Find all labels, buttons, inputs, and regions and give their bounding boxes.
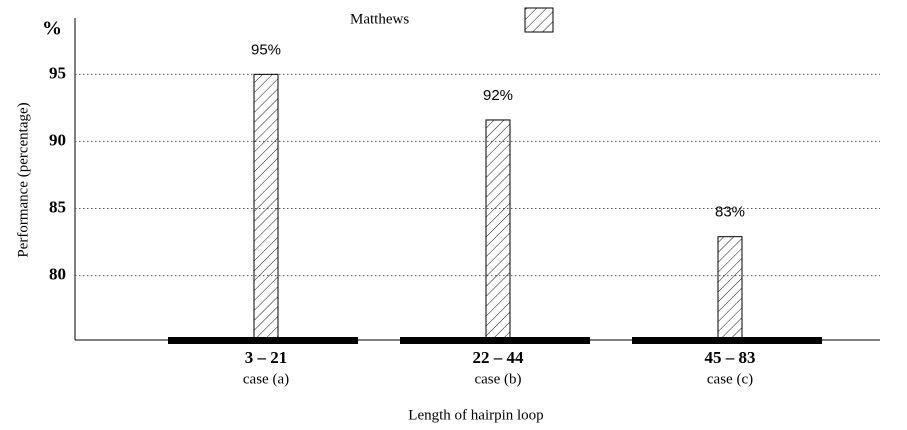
bar bbox=[717, 236, 743, 341]
x-tick-note: case (a) bbox=[243, 371, 289, 387]
value-label: 92% bbox=[483, 87, 513, 104]
x-tick-label: 22 – 44 bbox=[473, 348, 525, 367]
bar bbox=[485, 119, 511, 341]
category-base bbox=[632, 337, 822, 344]
value-label: 95% bbox=[251, 41, 281, 58]
x-axis-label: Length of hairpin loop bbox=[408, 407, 543, 423]
legend-swatch bbox=[524, 7, 554, 33]
unit-label: % bbox=[42, 18, 62, 40]
x-tick-note: case (b) bbox=[474, 371, 521, 387]
y-axis-label: Performance (percentage) bbox=[15, 102, 31, 257]
y-tick-label: 90 bbox=[49, 130, 66, 149]
category-base bbox=[168, 337, 358, 344]
y-tick-label: 85 bbox=[49, 197, 66, 216]
bar bbox=[253, 73, 279, 341]
y-tick-label: 95 bbox=[49, 63, 66, 82]
value-label: 83% bbox=[715, 204, 745, 221]
x-tick-note: case (c) bbox=[707, 371, 753, 387]
x-tick-label: 45 – 83 bbox=[705, 348, 756, 367]
x-tick-label: 3 – 21 bbox=[245, 348, 288, 367]
legend-label: Matthews bbox=[350, 11, 409, 27]
y-tick-label: 80 bbox=[49, 265, 66, 284]
